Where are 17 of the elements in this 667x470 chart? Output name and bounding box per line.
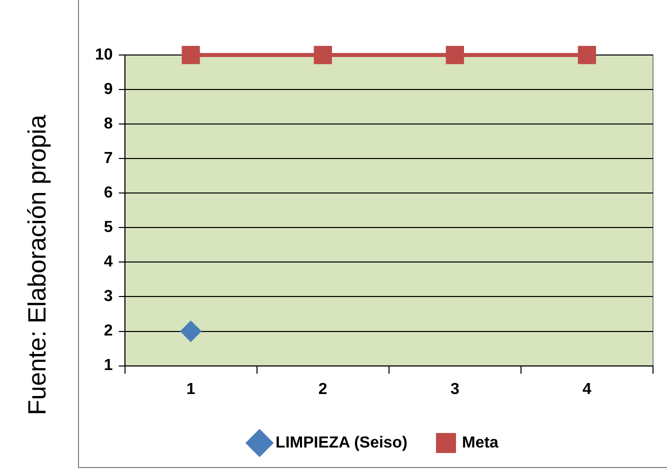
- y-tick-label: 3: [104, 288, 113, 306]
- y-tick-label: 1: [104, 357, 113, 374]
- x-tick-label: 4: [582, 380, 592, 398]
- y-tick-label: 8: [104, 115, 113, 132]
- y-tick-label: 10: [95, 46, 113, 64]
- x-tick-label: 3: [450, 380, 460, 398]
- y-tick-label: 5: [104, 219, 113, 236]
- legend-label: Meta: [462, 434, 499, 452]
- y-tick-label: 9: [104, 80, 113, 98]
- x-tick-label: 2: [318, 380, 328, 398]
- x-tick-label: 1: [186, 380, 196, 398]
- y-tick-label: 6: [104, 184, 113, 202]
- y-tick-label: 2: [104, 322, 113, 340]
- y-tick-label: 4: [104, 254, 113, 271]
- y-tick-label: 7: [104, 150, 113, 168]
- legend-label: LIMPIEZA (Seiso): [276, 434, 408, 452]
- source-note: Fuente: Elaboración propia: [24, 114, 52, 416]
